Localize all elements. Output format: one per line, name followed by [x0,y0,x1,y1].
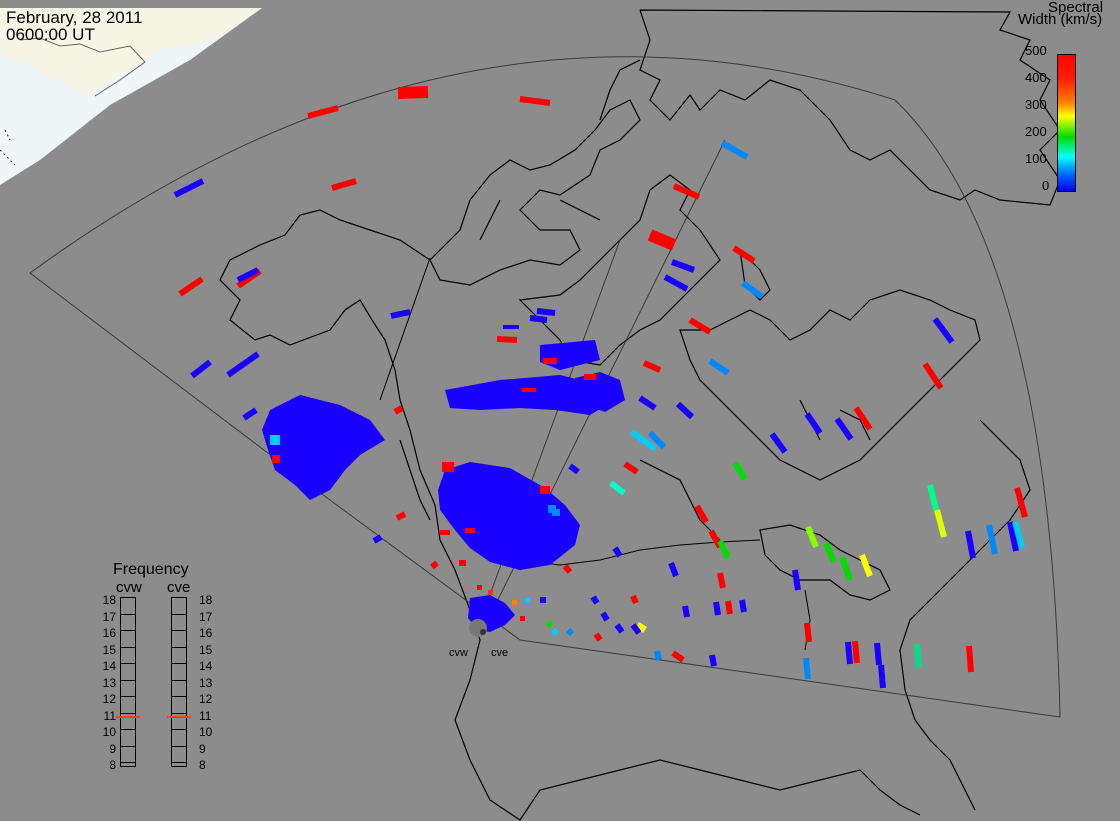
site-label-cvw: cvw [449,647,468,659]
frequency-gridline [120,613,136,615]
frequency-radar-label-cvw: cvw [116,579,142,596]
frequency-gridline [171,630,187,631]
frequency-tick-label: 15 [102,642,116,657]
frequency-column-cve [171,597,187,767]
frequency-gridline [120,679,136,681]
date-label: February, 28 2011 [6,8,143,27]
frequency-tick-label: 11 [199,708,212,723]
scatter-echoes [173,86,1028,689]
frequency-gridline [171,696,187,697]
frequency-tick-label: 13 [199,675,213,690]
frequency-tick-label: 16 [199,626,213,640]
frequency-tick-label: 15 [199,642,213,657]
frequency-tick-label: 9 [199,741,206,756]
frequency-tick-label: 12 [199,692,213,706]
frequency-tick-label: 13 [102,675,116,690]
frequency-tick-label: 16 [102,626,116,640]
frequency-gridline [171,646,187,648]
frequency-gridline [171,729,187,730]
frequency-gridline [171,679,187,681]
frequency-gridline [120,646,136,648]
radar-site-marker [469,619,487,637]
frequency-gridline [120,729,136,730]
arctic-land-region [0,8,262,185]
political-borders [379,257,811,651]
colorbar-tick-label: 0 [1042,178,1050,193]
frequency-gridline [120,663,136,664]
colorbar-title-line2: Width (km/s) [1018,11,1103,28]
frequency-gridline [120,712,136,714]
frequency-gridline [171,663,187,664]
colorbar [1057,54,1076,192]
frequency-marker-cve [167,715,191,718]
frequency-column-cvw [120,597,136,767]
frequency-gridline [171,712,187,714]
frequency-tick-label: 8 [109,758,116,772]
colorbar-tick-label: 100 [1025,151,1047,166]
colorbar-tick-label: 200 [1025,124,1047,139]
colorbar-tick-label: 500 [1025,43,1047,58]
frequency-marker-cvw [116,715,140,718]
frequency-tick-label: 10 [102,725,116,739]
frequency-gridline [120,745,136,747]
colorbar-tick-label: 300 [1025,97,1047,112]
frequency-tick-label: 18 [199,593,213,607]
colorbar-title-line1: Spectral [1048,0,1104,16]
frequency-tick-label: 10 [199,725,213,739]
frequency-gridline [171,613,187,615]
frequency-gridline [171,745,187,747]
time-label: 0600:00 UT [6,25,95,44]
frequency-title: Frequency [113,561,189,578]
site-label-cve: cve [491,647,509,659]
frequency-gridline [120,696,136,697]
frequency-tick-label: 9 [109,741,116,756]
frequency-tick-label: 11 [103,708,116,723]
frequency-radar-label-cve: cve [167,579,191,596]
frequency-gridline [120,630,136,631]
frequency-gridline [120,762,136,763]
frequency-tick-label: 18 [102,593,116,607]
frequency-tick-label: 8 [199,758,206,772]
frequency-tick-label: 17 [102,609,116,624]
coastlines [219,9,1061,821]
frequency-gridline [171,762,187,763]
colorbar-tick-label: 400 [1025,70,1047,85]
frequency-tick-label: 14 [102,659,116,673]
frequency-tick-label: 12 [102,692,116,706]
frequency-tick-label: 17 [199,609,213,624]
frequency-tick-label: 14 [199,659,213,673]
